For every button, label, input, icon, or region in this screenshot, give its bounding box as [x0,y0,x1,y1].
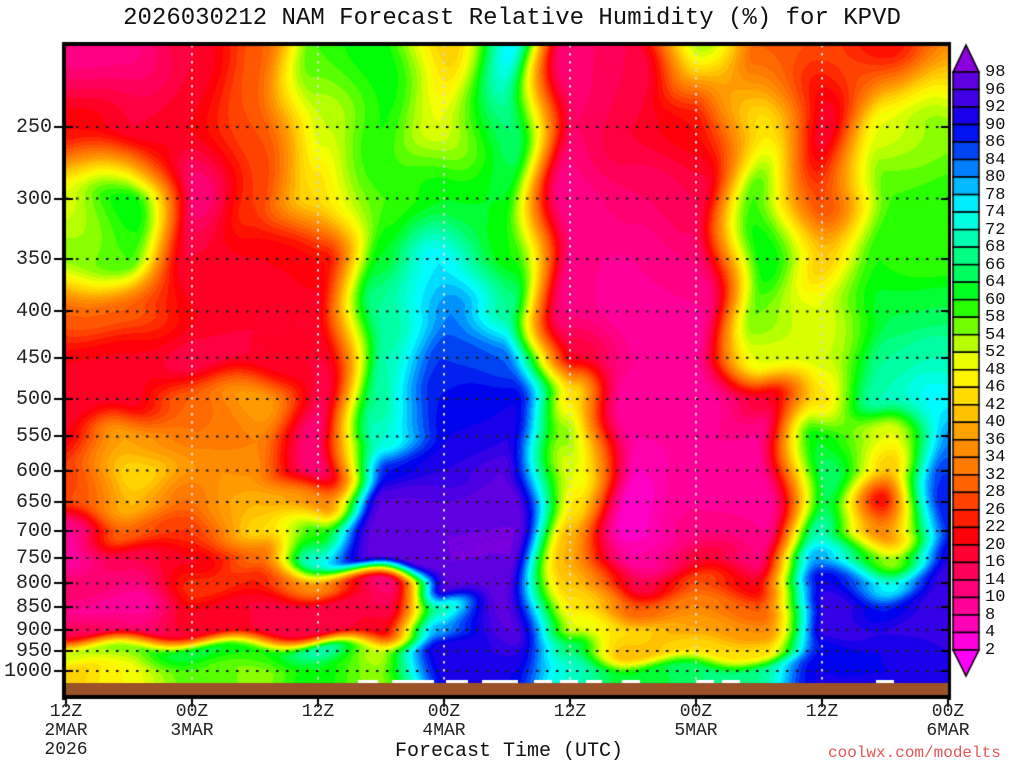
rh-cross-section-canvas [0,0,1024,768]
forecast-rh-figure: { "title": "2026030212 NAM Forecast Rela… [0,0,1024,768]
